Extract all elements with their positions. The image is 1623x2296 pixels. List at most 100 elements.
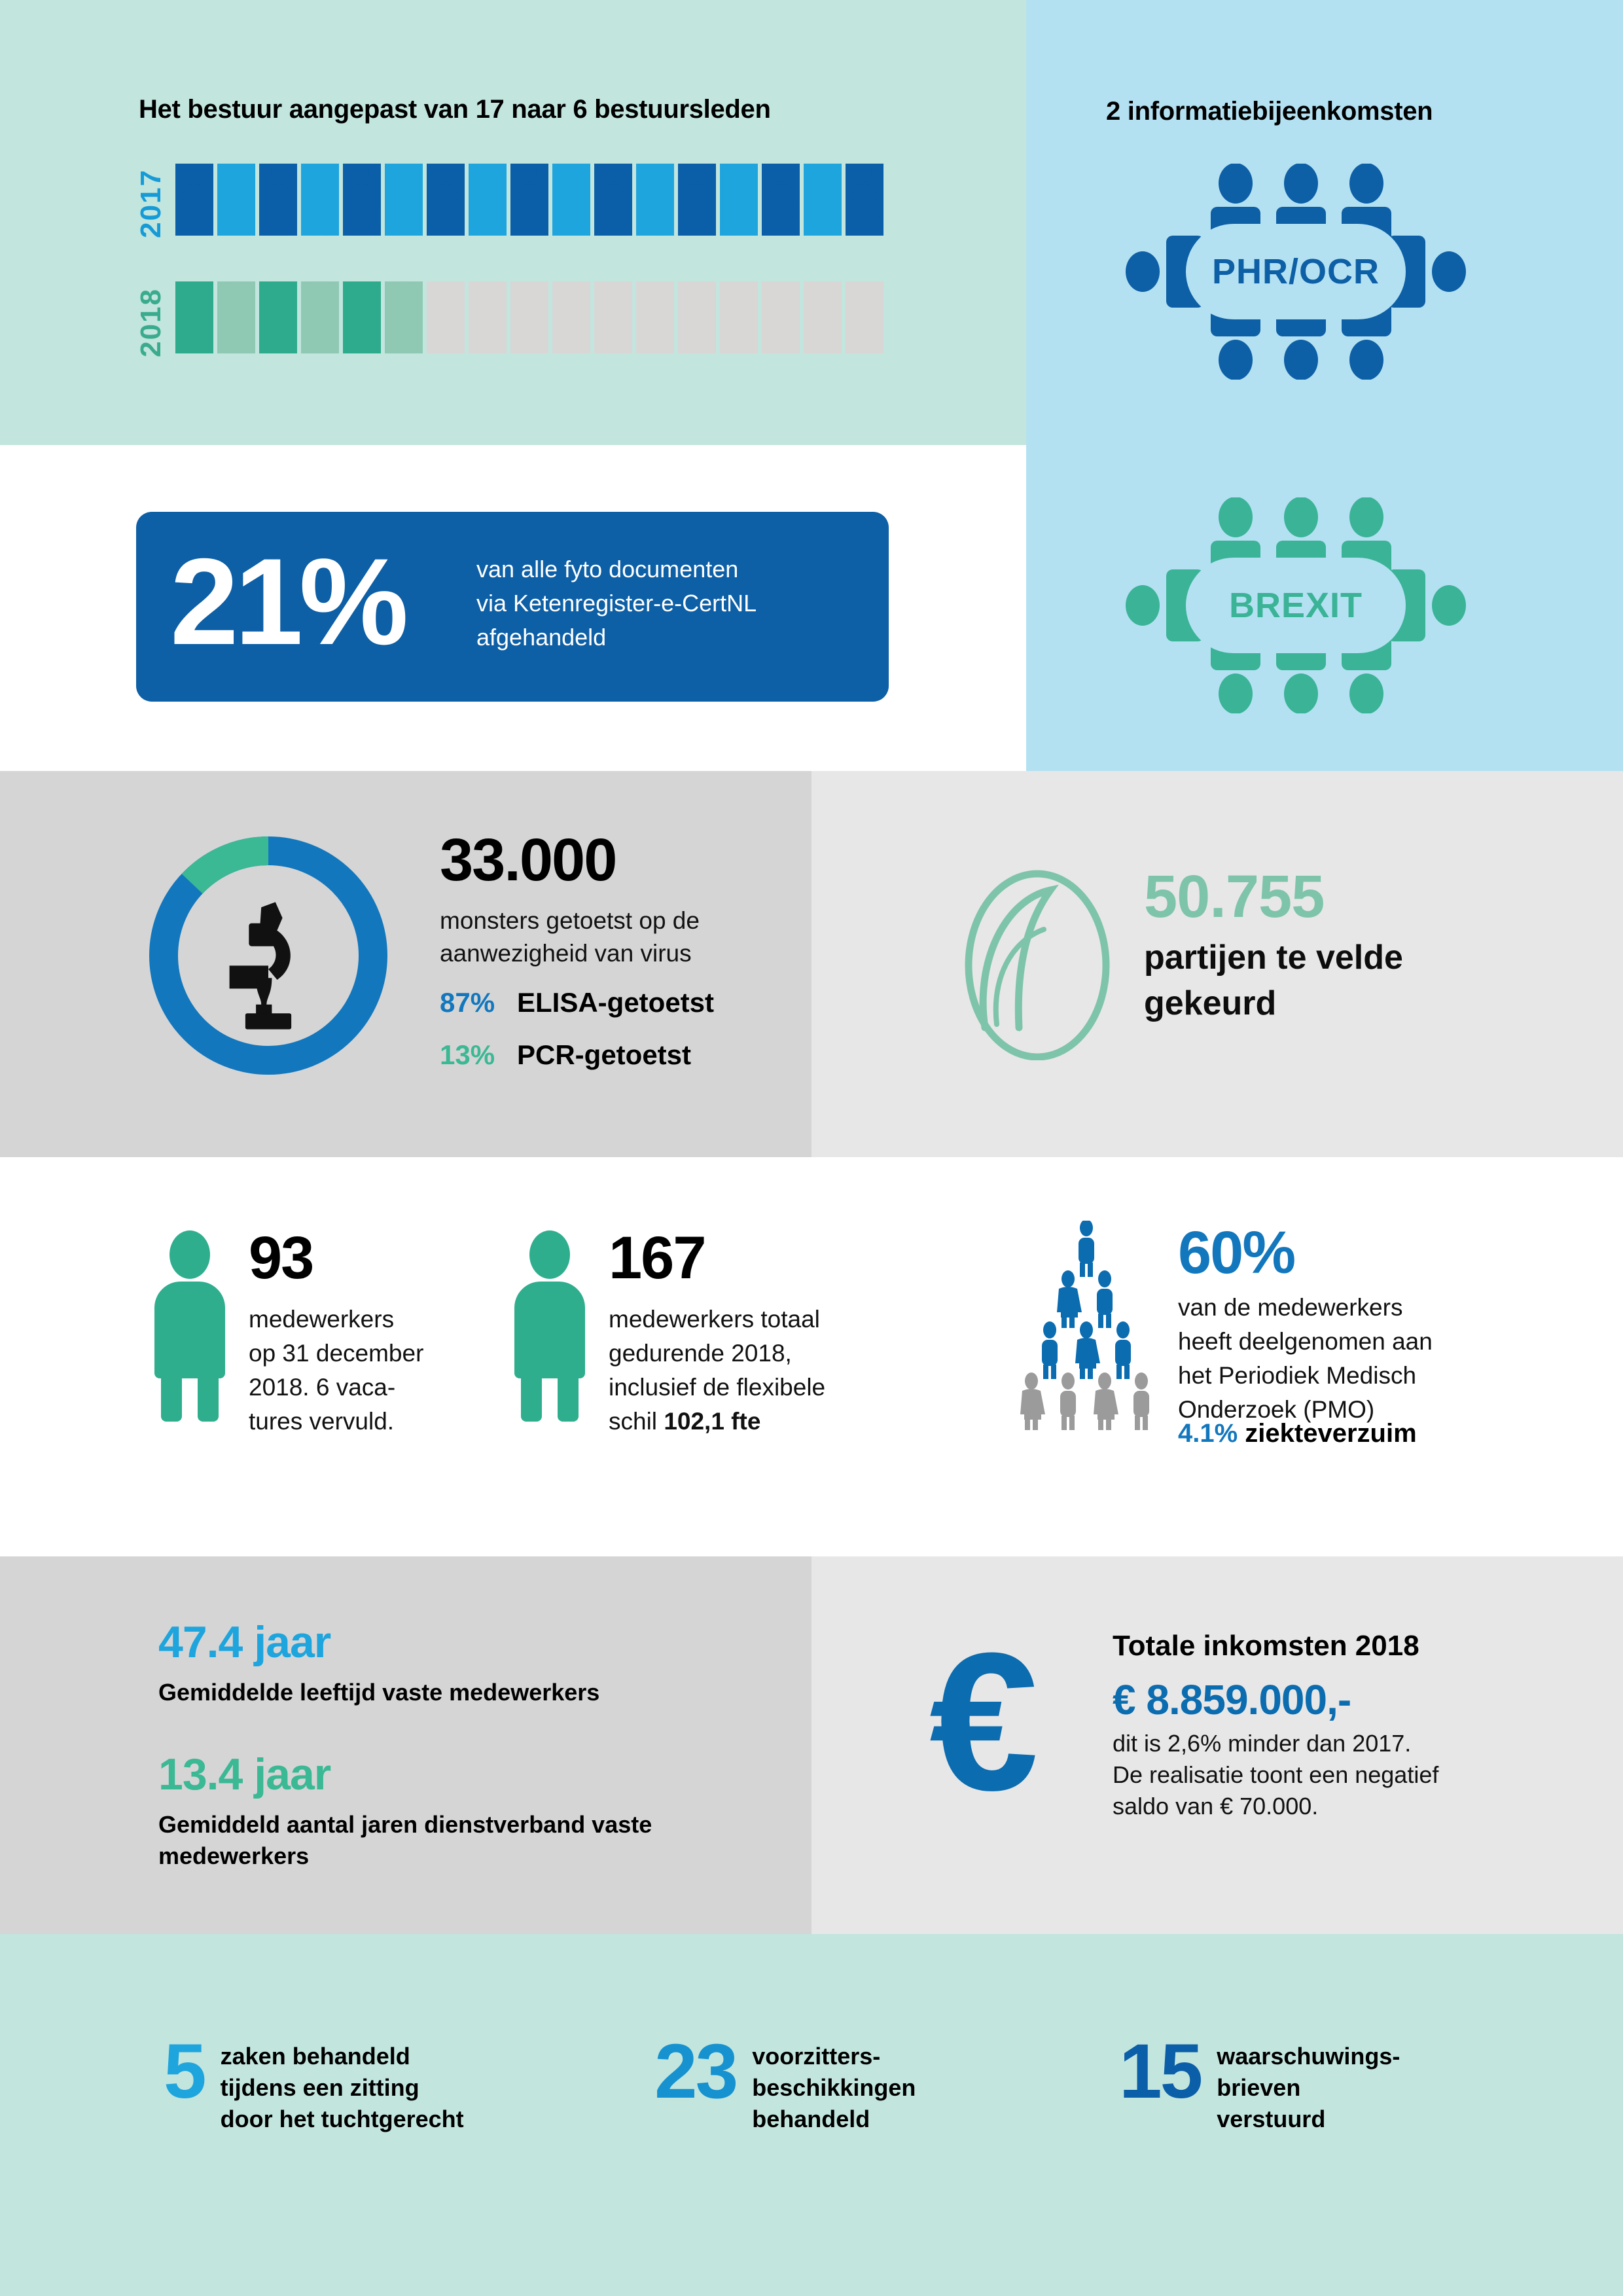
board-person-icon: [301, 281, 339, 353]
board-person-icon: [846, 281, 883, 353]
samples-count: 33.000: [440, 827, 617, 893]
employees-167-text: medewerkers totaal gedurende 2018, inclu…: [609, 1302, 883, 1439]
bottom-stat-warnings-number: 15: [1119, 2028, 1203, 2115]
board-person-icon: [343, 164, 381, 236]
board-year-2017-label: 2017: [135, 169, 167, 238]
board-person-icon: [259, 164, 297, 236]
avg-tenure-value: 13.4 jaar: [158, 1749, 331, 1799]
board-person-icon: [510, 164, 548, 236]
bottom-stat-cases-label: zaken behandeld tijdens een zitting door…: [221, 2036, 464, 2135]
board-title: Het bestuur aangepast van 17 naar 6 best…: [139, 95, 771, 124]
velde-label: partijen te velde gekeurd: [1144, 935, 1403, 1026]
meeting-table-surface: BREXIT: [1186, 558, 1406, 653]
bottom-stat-cases-line-1: zaken behandeld: [220, 2043, 410, 2070]
board-person-icon: [678, 164, 716, 236]
bottom-stat-warnings: 15 waarschuwings- brieven verstuurd: [1119, 2028, 1400, 2135]
person-icon: [510, 1230, 589, 1422]
income-note: dit is 2,6% minder dan 2017. De realisat…: [1113, 1728, 1438, 1822]
employees-167-fte: 102,1 fte: [664, 1408, 761, 1435]
board-person-icon: [175, 281, 213, 353]
section-bg-bottom: [0, 1934, 1623, 2296]
fyto-percentage-description: van alle fyto documenten via Ketenregist…: [476, 552, 757, 655]
bottom-stat-decisions-line-2: beschikkingen: [752, 2074, 916, 2101]
pmo-line-2: heeft deelgenomen aan: [1178, 1328, 1433, 1355]
board-person-icon: [846, 164, 883, 236]
board-person-icon: [636, 281, 674, 353]
fyto-percentage-value: 21%: [170, 533, 408, 670]
income-note-line-2: De realisatie toont een negatief: [1113, 1761, 1439, 1788]
board-person-icon: [343, 281, 381, 353]
board-person-icon: [594, 281, 632, 353]
euro-icon: €: [929, 1611, 1039, 1831]
bottom-stat-warnings-line-3: verstuurd: [1217, 2106, 1326, 2132]
section-bg-samples: [0, 771, 812, 1157]
pmo-description: van de medewerkers heeft deelgenomen aan…: [1178, 1291, 1433, 1427]
meeting-table-label: BREXIT: [1228, 586, 1363, 625]
income-note-line-3: saldo van € 70.000.: [1113, 1793, 1319, 1820]
bottom-stat-decisions-label: voorzitters- beschikkingen behandeld: [752, 2036, 916, 2135]
board-year-2018-label: 2018: [135, 288, 167, 357]
board-person-icon: [762, 164, 800, 236]
board-person-icon: [762, 281, 800, 353]
samples-legend-elisa-pct: 87%: [440, 987, 495, 1018]
bottom-stat-warnings-label: waarschuwings- brieven verstuurd: [1217, 2036, 1400, 2135]
meeting-table-surface: PHR/OCR: [1186, 224, 1406, 319]
bottom-stat-cases: 5 zaken behandeld tijdens een zitting do…: [164, 2033, 464, 2135]
velde-label-line-1: partijen te velde: [1144, 939, 1403, 977]
meeting-table-icon-phr-ocr: PHR/OCR: [1113, 163, 1479, 380]
fyto-line-1: van alle fyto documenten: [476, 556, 739, 583]
employees-93-line-1: medewerkers: [249, 1306, 395, 1333]
board-person-icon: [385, 164, 423, 236]
board-person-icon: [469, 164, 507, 236]
board-pictogram-row-2018: [175, 281, 883, 353]
bottom-stat-cases-line-3: door het tuchtgerecht: [220, 2106, 464, 2132]
board-person-icon: [804, 164, 842, 236]
fyto-percentage-card: 21% van alle fyto documenten via Ketenre…: [136, 512, 889, 702]
samples-donut-chart: [137, 825, 399, 1086]
income-title: Totale inkomsten 2018: [1113, 1630, 1419, 1662]
employees-93-text: medewerkers op 31 december 2018. 6 vaca-…: [249, 1302, 465, 1439]
board-person-icon: [510, 281, 548, 353]
board-person-icon: [217, 281, 255, 353]
bottom-stat-warnings-line-2: brieven: [1217, 2074, 1301, 2101]
employees-93-number: 93: [249, 1225, 314, 1291]
samples-subtitle-line-2: aanwezigheid van virus: [440, 940, 692, 967]
meeting-table-icon-brexit: BREXIT: [1113, 497, 1479, 714]
board-pictogram-row-2017: [175, 164, 883, 236]
board-person-icon: [427, 281, 465, 353]
pmo-sick-leave: 4.1% ziekteverzuim: [1178, 1419, 1417, 1448]
samples-subtitle: monsters getoetst op de aanwezigheid van…: [440, 905, 700, 970]
person-icon: [151, 1230, 229, 1422]
meetings-title: 2 informatiebijeenkomsten: [1106, 97, 1433, 126]
fyto-line-3: afgehandeld: [476, 624, 607, 651]
board-person-icon: [175, 164, 213, 236]
board-person-icon: [469, 281, 507, 353]
pmo-percentage: 60%: [1178, 1219, 1296, 1286]
board-person-icon: [427, 164, 465, 236]
employees-167-line-2: gedurende 2018,: [609, 1340, 792, 1367]
avg-age-label: Gemiddelde leeftijd vaste medewerkers: [158, 1679, 600, 1706]
bottom-stat-decisions-number: 23: [654, 2028, 738, 2115]
samples-legend-elisa-label: ELISA-getoetst: [517, 987, 715, 1018]
board-person-icon: [720, 281, 758, 353]
avg-age-value: 47.4 jaar: [158, 1617, 331, 1667]
samples-legend-pcr-pct: 13%: [440, 1039, 495, 1070]
employees-167-number: 167: [609, 1225, 706, 1291]
fyto-line-2: via Ketenregister-e-CertNL: [476, 590, 757, 617]
pmo-line-1: van de medewerkers: [1178, 1294, 1403, 1321]
board-person-icon: [678, 281, 716, 353]
bottom-stat-decisions-line-1: voorzitters-: [752, 2043, 881, 2070]
bottom-stat-decisions: 23 voorzitters- beschikkingen behandeld: [654, 2028, 916, 2135]
employees-93-line-4: tures vervuld.: [249, 1408, 395, 1435]
pmo-line-3: het Periodiek Medisch: [1178, 1362, 1417, 1389]
board-person-icon: [552, 281, 590, 353]
section-bg-velde: [812, 771, 1623, 1157]
samples-legend-pcr-label: PCR-getoetst: [517, 1039, 692, 1070]
samples-legend-pcr: 13% PCR-getoetst: [440, 1039, 691, 1071]
samples-legend-elisa: 87% ELISA-getoetst: [440, 987, 714, 1018]
board-person-icon: [301, 164, 339, 236]
income-amount: € 8.859.000,-: [1113, 1676, 1351, 1723]
board-person-icon: [720, 164, 758, 236]
leaf-icon: [946, 864, 1129, 1061]
meeting-table-label: PHR/OCR: [1211, 252, 1380, 291]
